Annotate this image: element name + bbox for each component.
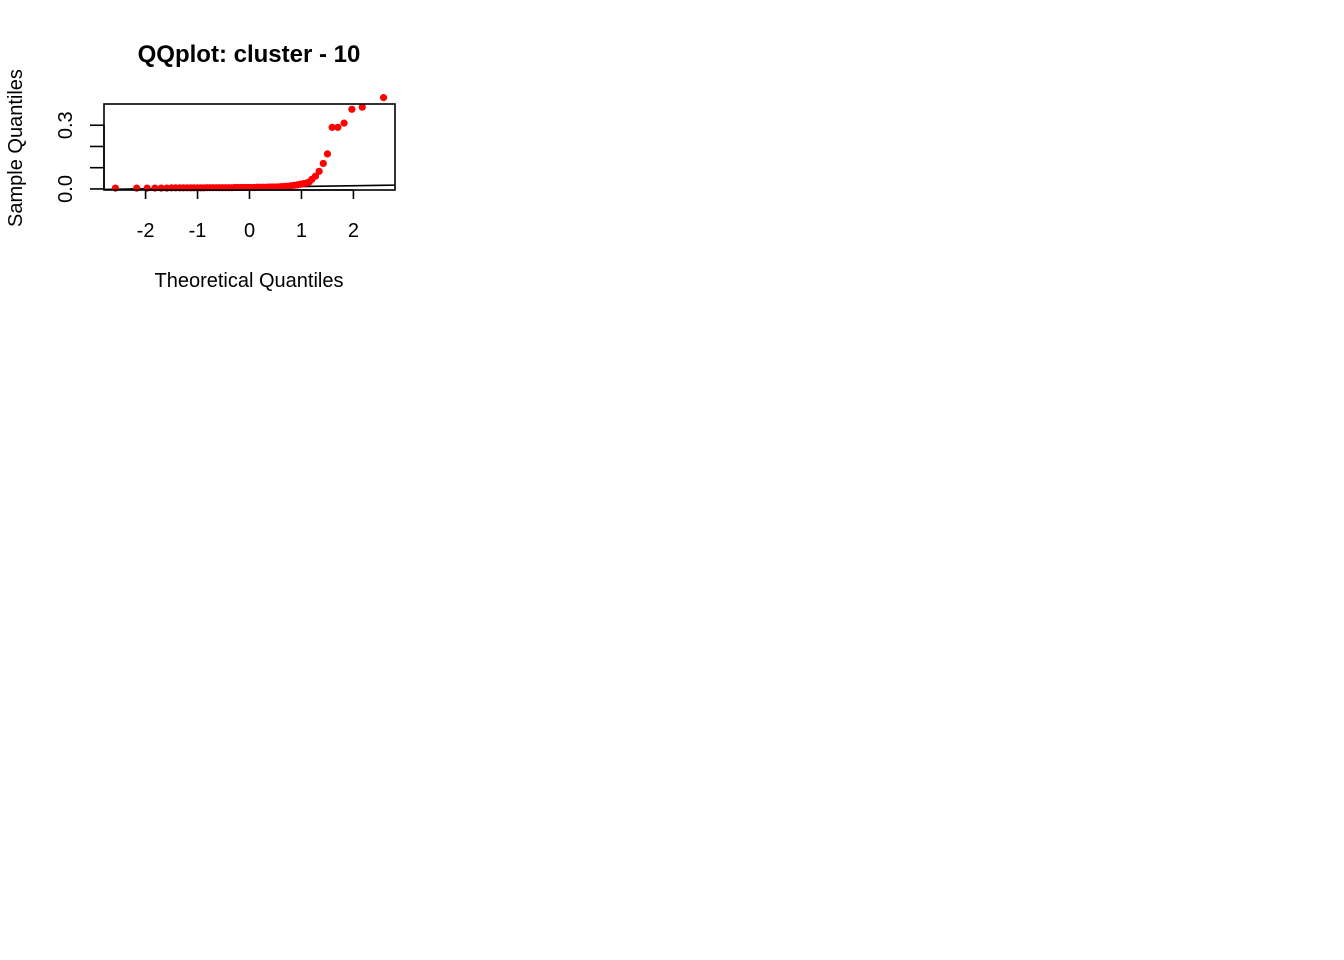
data-point (334, 123, 342, 131)
plot-area (103, 94, 396, 192)
y-axis-label: Sample Quantiles (5, 69, 27, 227)
y-tick-label: 0.3 (55, 111, 77, 139)
data-point (358, 103, 366, 111)
data-point (340, 119, 348, 127)
data-point (348, 105, 356, 113)
plot-frame (103, 103, 396, 191)
x-tick-label: 1 (296, 220, 307, 242)
x-axis: -2 -1 0 1 2 (137, 189, 359, 242)
x-axis-label: Theoretical Quantiles (155, 270, 344, 292)
data-point (379, 94, 388, 102)
chart-title: QQplot: cluster - 10 (138, 41, 361, 68)
x-tick-label: -1 (189, 220, 207, 242)
data-point (315, 167, 323, 175)
x-tick-label: 0 (244, 220, 255, 242)
y-tick-label: 0.0 (55, 175, 77, 203)
y-axis: 0.0 0.3 (55, 111, 105, 203)
data-point (323, 150, 332, 158)
x-tick-label: 2 (348, 220, 359, 242)
data-point (319, 159, 327, 168)
x-tick-label: -2 (137, 220, 155, 242)
data-point (328, 123, 336, 131)
